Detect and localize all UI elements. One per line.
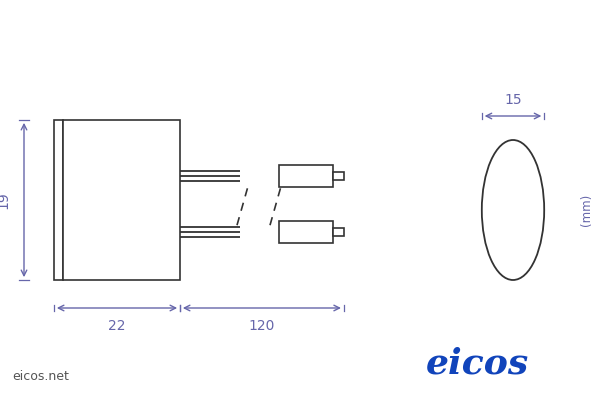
Bar (333, 228, 344, 236)
Text: 22: 22 (108, 319, 126, 333)
Bar (54, 120, 63, 280)
Text: eicos.net: eicos.net (12, 370, 69, 382)
Bar (279, 165, 333, 187)
Text: 120: 120 (249, 319, 275, 333)
Text: 15: 15 (504, 93, 522, 107)
Text: (mm): (mm) (580, 194, 593, 226)
Bar (279, 221, 333, 243)
Bar (333, 172, 344, 180)
Ellipse shape (482, 140, 544, 280)
Text: eicos: eicos (426, 347, 529, 381)
Text: 19: 19 (0, 191, 10, 209)
Bar (63, 120, 180, 280)
